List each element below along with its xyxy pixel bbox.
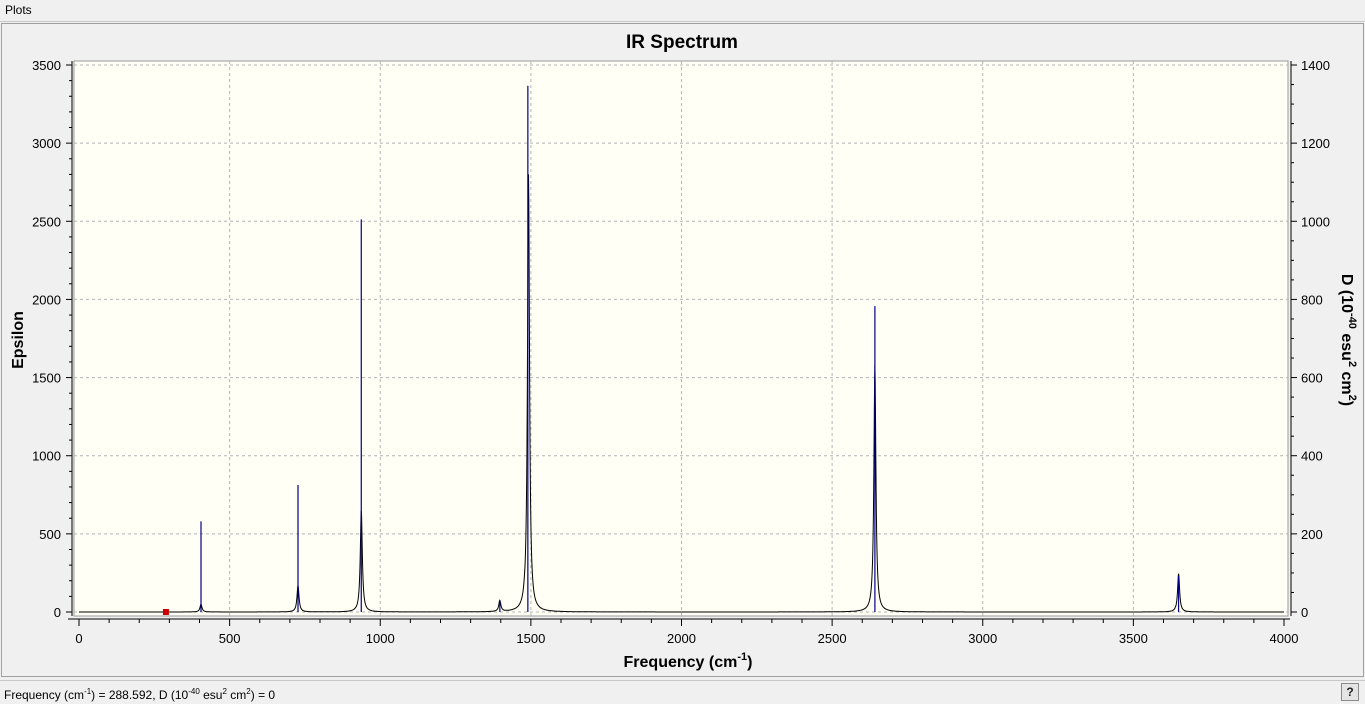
x-tick-label: 0 xyxy=(75,631,82,646)
y-tick-label: 1500 xyxy=(32,371,61,386)
x-tick-label: 4000 xyxy=(1270,631,1299,646)
x-tick-label: 1000 xyxy=(366,631,395,646)
axes: 0 500 1000 1500 2000 2500 3000 3500 400005001000… xyxy=(32,58,1330,646)
y2-axis-title: D (10-40 esu2 cm2) xyxy=(1338,274,1358,406)
y2-tick-label: 0 xyxy=(1301,605,1308,620)
x-tick-label: 2500 xyxy=(818,631,847,646)
y-tick-label: 3500 xyxy=(32,58,61,73)
y-tick-label: 500 xyxy=(39,527,61,542)
y2-tick-label: 600 xyxy=(1301,371,1323,386)
x-tick-label: 3500 xyxy=(1119,631,1148,646)
status-readout: Frequency (cm-1) = 288.592, D (10-40 esu… xyxy=(4,687,276,702)
window-titlebar: Plots xyxy=(0,0,1365,22)
y-tick-label: 2500 xyxy=(32,214,61,229)
x-tick-label: 1500 xyxy=(516,631,545,646)
y2-tick-label: 200 xyxy=(1301,527,1323,542)
spectrum-series xyxy=(79,174,1284,613)
status-frequency-value: 288.592 xyxy=(108,688,153,702)
help-button[interactable]: ? xyxy=(1341,683,1359,701)
x-tick-label: 500 xyxy=(219,631,241,646)
y2-tick-label: 1400 xyxy=(1301,58,1330,73)
y-tick-label: 0 xyxy=(54,605,61,620)
y2-tick-label: 800 xyxy=(1301,292,1323,307)
y2-tick-label: 400 xyxy=(1301,449,1323,464)
y-tick-label: 2000 xyxy=(32,292,61,307)
y2-tick-label: 1200 xyxy=(1301,136,1330,151)
x-tick-label: 3000 xyxy=(968,631,997,646)
y-tick-label: 3000 xyxy=(32,136,61,151)
stick-series xyxy=(200,85,1180,612)
chart-title: IR Spectrum xyxy=(626,32,738,53)
x-tick-label: 2000 xyxy=(667,631,696,646)
y2-tick-label: 1000 xyxy=(1301,214,1330,229)
status-bar: Frequency (cm-1) = 288.592, D (10-40 esu… xyxy=(0,680,1365,704)
y-axis-title: Epsilon xyxy=(10,311,27,369)
y-tick-label: 1000 xyxy=(32,449,61,464)
cursor-marker xyxy=(162,609,169,615)
window-title: Plots xyxy=(5,3,32,17)
marker-point xyxy=(162,609,169,615)
grid-lines xyxy=(74,61,1288,616)
spectrum-line xyxy=(79,174,1284,613)
status-d-value: 0 xyxy=(268,688,276,702)
x-axis-title: Frequency (cm-1) xyxy=(624,651,753,671)
